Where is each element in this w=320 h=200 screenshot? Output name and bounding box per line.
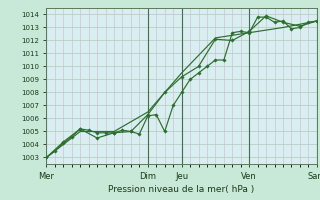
X-axis label: Pression niveau de la mer( hPa ): Pression niveau de la mer( hPa ) xyxy=(108,185,255,194)
